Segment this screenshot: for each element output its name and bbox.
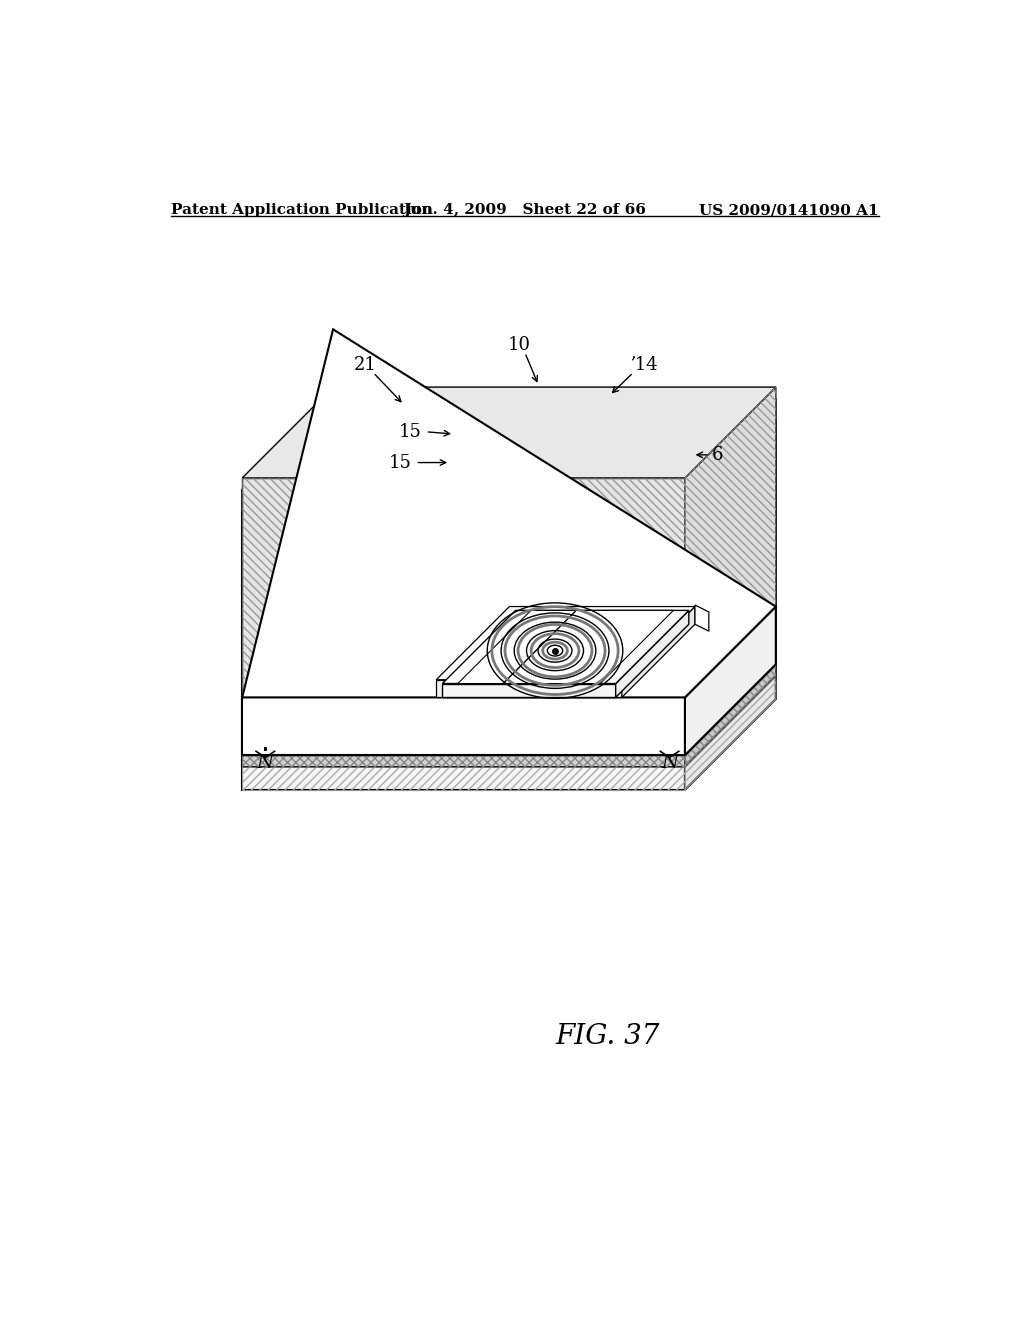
Polygon shape	[442, 624, 689, 697]
Polygon shape	[436, 680, 622, 697]
Polygon shape	[243, 330, 776, 697]
Polygon shape	[442, 610, 689, 684]
Polygon shape	[622, 607, 695, 697]
Text: 10: 10	[508, 335, 530, 354]
Polygon shape	[243, 478, 685, 755]
Text: ·: ·	[261, 738, 269, 766]
Polygon shape	[436, 607, 695, 680]
Text: 21: 21	[354, 356, 377, 374]
Text: Jun. 4, 2009   Sheet 22 of 66: Jun. 4, 2009 Sheet 22 of 66	[403, 203, 646, 216]
Polygon shape	[685, 399, 776, 767]
Polygon shape	[243, 697, 685, 755]
Text: US 2009/0141090 A1: US 2009/0141090 A1	[699, 203, 879, 216]
Polygon shape	[458, 610, 674, 684]
Polygon shape	[685, 422, 776, 789]
Polygon shape	[615, 610, 689, 697]
Polygon shape	[243, 399, 776, 490]
Text: N: N	[257, 754, 273, 772]
Polygon shape	[695, 605, 709, 631]
Polygon shape	[243, 422, 776, 512]
Text: N: N	[662, 754, 678, 772]
Polygon shape	[685, 607, 776, 755]
Text: 15: 15	[389, 454, 412, 471]
Text: 6: 6	[712, 446, 723, 463]
Polygon shape	[442, 684, 615, 697]
Text: ʼ14: ʼ14	[630, 356, 658, 374]
Polygon shape	[243, 387, 776, 478]
Polygon shape	[243, 490, 685, 767]
Text: 15: 15	[398, 422, 422, 441]
Text: FIG. 37: FIG. 37	[556, 1023, 660, 1049]
Polygon shape	[243, 512, 685, 789]
Text: Patent Application Publication: Patent Application Publication	[171, 203, 432, 216]
Polygon shape	[685, 387, 776, 755]
